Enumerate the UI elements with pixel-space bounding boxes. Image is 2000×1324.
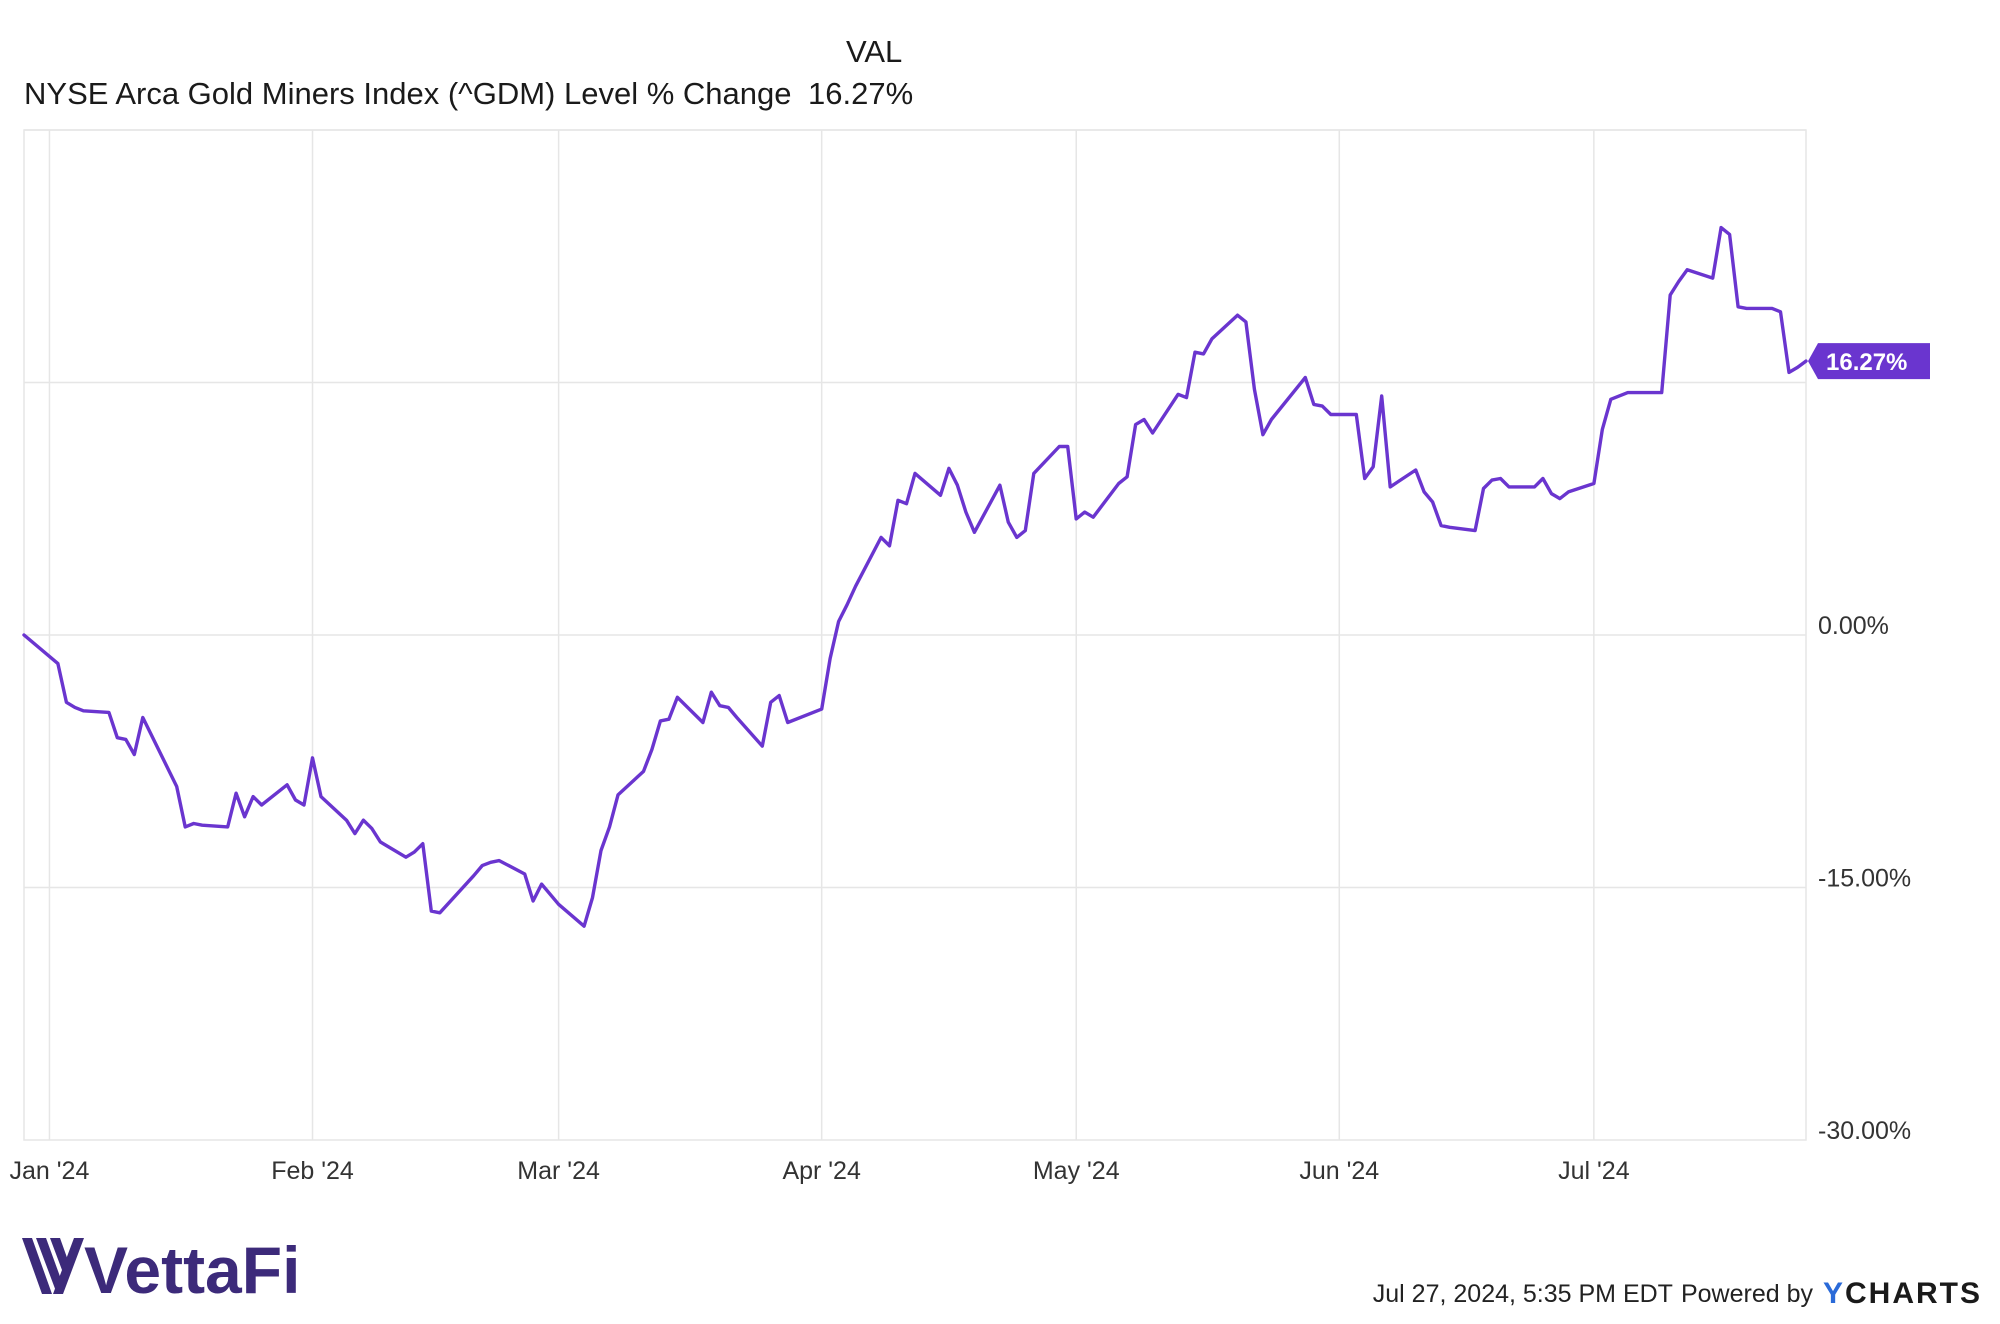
y-tick-label: -15.00% [1818,865,1911,893]
legend-series-value: 16.27% [808,76,914,111]
ycharts-logo-rest: CHARTS [1845,1277,1982,1310]
y-tick-label: 0.00% [1818,612,1889,640]
footer-powered-by: Powered by [1680,1279,1813,1308]
vettafi-wordmark: VettaFi [84,1233,300,1302]
vettafi-logo: VettaFi [22,1233,300,1302]
x-tick-label: May '24 [1033,1157,1120,1185]
x-tick-label: Mar '24 [517,1157,600,1185]
x-tick-label: Jul '24 [1558,1157,1630,1185]
chart-footer: Jul 27, 2024, 5:35 PM EDT Powered by YCH… [1373,1277,1982,1311]
axis-layer: Jan '24 Feb '24 Mar '24 Apr '24 May '24 Jun '… [10,612,1912,1185]
series-layer: 16.27% [22,225,1930,928]
end-value-label: 16.27% [1826,349,1907,376]
ycharts-logo[interactable]: YCHARTS [1823,1277,1982,1311]
grid-layer [23,129,1807,1141]
legend-column-header: VAL [846,34,903,69]
series-line [22,225,1808,928]
y-tick-label: -30.00% [1818,1117,1911,1145]
footer-timestamp: Jul 27, 2024, 5:35 PM EDT [1372,1279,1673,1308]
end-value-badge [1808,343,1930,380]
x-tick-label: Feb '24 [271,1157,354,1185]
x-tick-label: Jan '24 [10,1157,90,1185]
ycharts-logo-y: Y [1822,1277,1845,1310]
legend-series-name: NYSE Arca Gold Miners Index (^GDM) Level… [24,76,792,111]
x-tick-label: Apr '24 [782,1157,861,1185]
x-tick-label: Jun '24 [1299,1157,1379,1185]
